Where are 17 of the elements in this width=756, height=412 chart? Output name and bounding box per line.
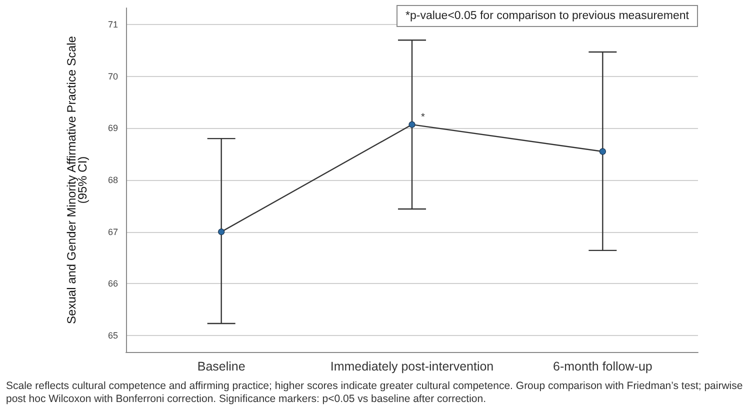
y-tick-label: 68 bbox=[108, 175, 118, 185]
x-tick-label: Baseline bbox=[197, 360, 246, 374]
point bbox=[599, 148, 606, 155]
annotation: * bbox=[421, 112, 425, 124]
y-tick-label: 69 bbox=[108, 123, 118, 134]
y-tick-label: 67 bbox=[108, 226, 118, 237]
point bbox=[408, 121, 416, 128]
y-tick-label: 71 bbox=[108, 20, 118, 30]
y-tick-label: 66 bbox=[108, 278, 118, 289]
point bbox=[218, 228, 225, 236]
x-tick-label: 6-month follow-up bbox=[552, 360, 652, 374]
y-tick-label: 65 bbox=[108, 330, 118, 340]
x-tick-label: Immediately post-intervention bbox=[330, 360, 494, 374]
y-tick-label: 70 bbox=[108, 71, 118, 82]
annotation: *p-value<0.05 for comparison to previous measurement bbox=[406, 10, 690, 22]
y-axis-title: Sexual and Gender Minority Affirmative Practice Scale (95% CI) bbox=[64, 36, 90, 324]
text: Scale reflects cultural competence and affirming practice; higher scores indicate greater cultural competence. Group comparison with Friedman’s test; pairwise post hoc Wilcoxon with Bonferroni correction. Significance markers: p<0.05 vs baseline after correction. bbox=[6, 380, 744, 406]
